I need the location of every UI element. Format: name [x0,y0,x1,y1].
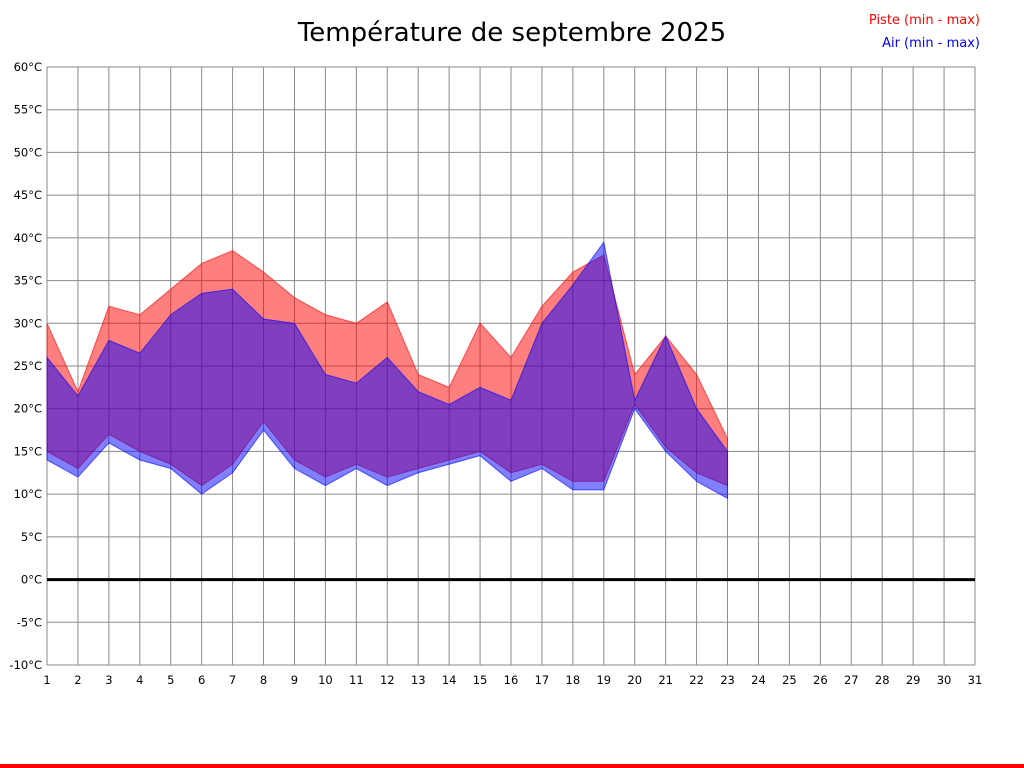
x-tick-label: 19 [596,673,611,687]
x-tick-label: 1 [43,673,50,687]
x-tick-label: 21 [658,673,673,687]
y-tick-label: -10°C [9,658,42,672]
x-tick-label: 4 [136,673,143,687]
x-tick-label: 26 [813,673,828,687]
y-tick-label: 40°C [14,231,42,245]
bottom-border [0,764,1024,768]
x-tick-label: 2 [74,673,81,687]
air-minmax-band [46,240,729,500]
y-tick-label: 20°C [14,402,42,416]
x-tick-label: 13 [411,673,426,687]
y-tick-label: 45°C [14,188,42,202]
y-tick-label: 25°C [14,359,42,373]
x-tick-label: 9 [291,673,298,687]
legend-piste: Piste (min - max) [868,13,980,28]
x-tick-label: 27 [844,673,859,687]
x-tick-label: 23 [720,673,735,687]
y-tick-label: 60°C [14,60,42,74]
x-tick-label: 29 [906,673,921,687]
x-tick-label: 31 [968,673,983,687]
x-tick-label: 28 [875,673,890,687]
x-tick-label: 10 [318,673,333,687]
y-tick-label: 15°C [14,444,42,458]
x-tick-label: 22 [689,673,704,687]
x-tick-label: 11 [349,673,364,687]
x-tick-label: 8 [260,673,267,687]
x-tick-label: 3 [105,673,112,687]
y-tick-label: 0°C [21,573,42,587]
x-tick-label: 24 [751,673,766,687]
legend-air: Air (min - max) [882,35,980,51]
x-tick-label: 17 [535,673,550,687]
y-tick-label: 35°C [14,274,42,288]
x-tick-label: 14 [442,673,457,687]
y-tick-label: 10°C [14,487,42,501]
chart-title: Température de septembre 2025 [297,18,727,48]
y-tick-label: 30°C [14,316,42,330]
x-tick-label: 30 [937,673,952,687]
x-tick-label: 15 [473,673,488,687]
y-tick-label: 50°C [14,145,42,159]
x-tick-label: 5 [167,673,174,687]
x-tick-label: 12 [380,673,395,687]
y-tick-label: 55°C [14,103,42,117]
x-tick-label: 7 [229,673,236,687]
x-tick-label: 18 [566,673,581,687]
legend: Piste (min - max) Air (min - max) [869,10,980,56]
x-tick-label: 25 [782,673,797,687]
x-tick-label: 16 [504,673,519,687]
x-tick-label: 20 [627,673,642,687]
x-tick-label: 6 [198,673,205,687]
y-tick-label: 5°C [21,530,42,544]
y-tick-label: -5°C [17,615,42,629]
